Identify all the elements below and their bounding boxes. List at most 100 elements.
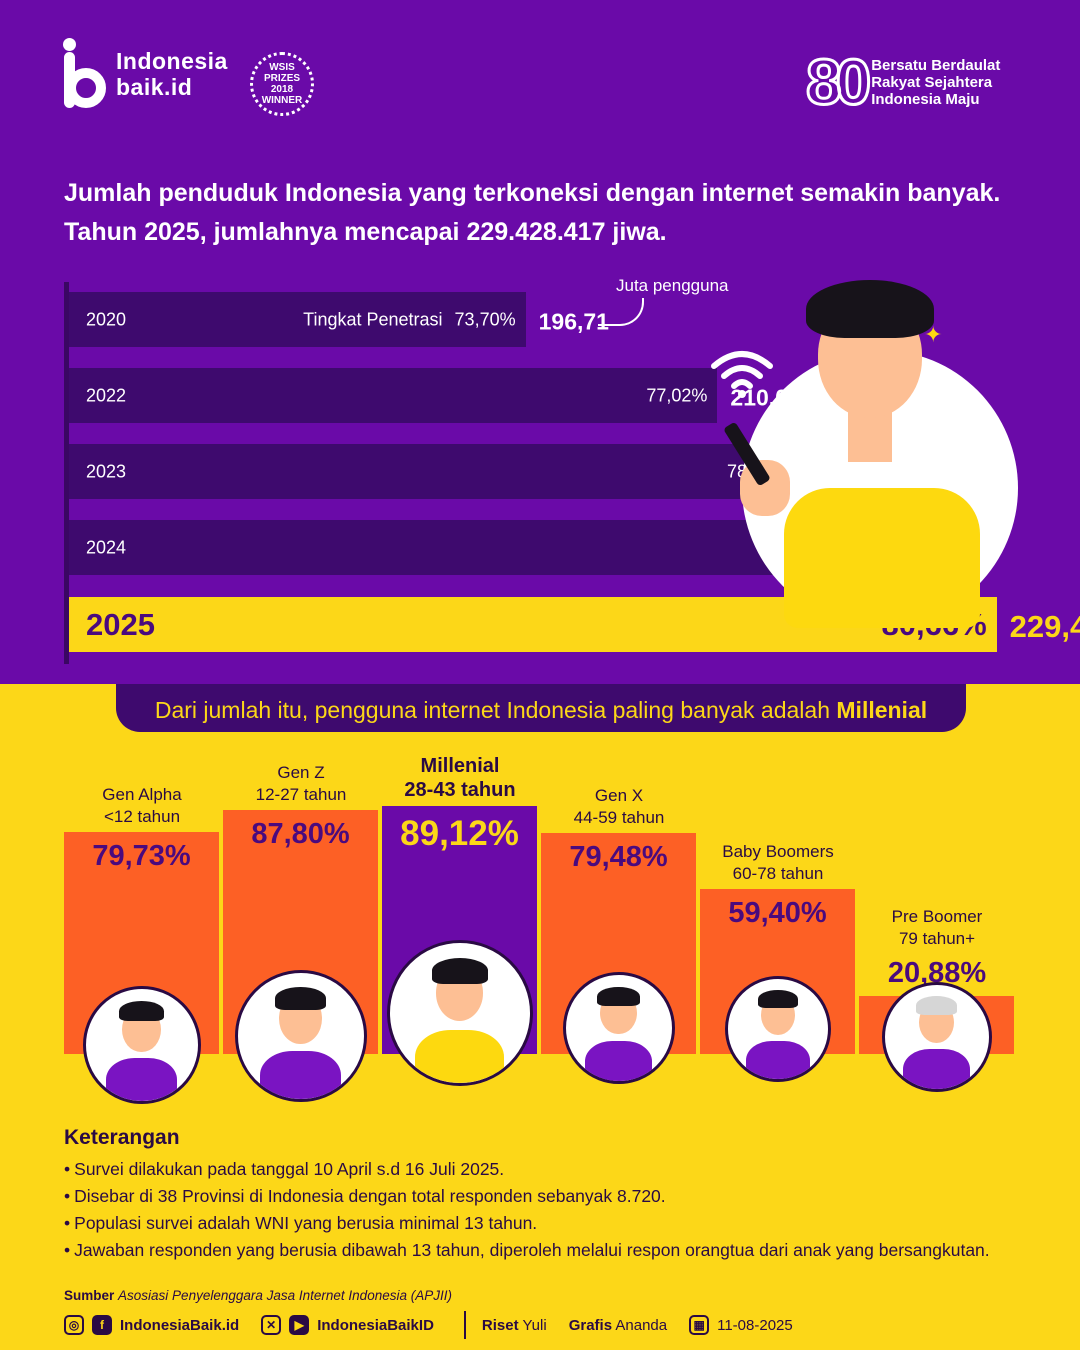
- footer-date: 11-08-2025: [717, 1316, 793, 1334]
- anniversary-line2: Rakyat Sejahtera: [871, 73, 993, 91]
- avatar-body: [903, 1049, 970, 1089]
- headline-line2: Tahun 2025, jumlahnya mencapai 229.428.4…: [64, 218, 667, 246]
- brand-line1: Indonesia: [116, 48, 228, 74]
- subtitle-text: Dari jumlah itu, pengguna internet Indon…: [154, 697, 837, 723]
- note-item: Jawaban responden yang berusia dibawah 1…: [64, 1237, 1054, 1264]
- social-handle-1[interactable]: IndonesiaBaik.id: [120, 1316, 240, 1334]
- hero-neck: [848, 410, 892, 462]
- facebook-icon[interactable]: f: [92, 1315, 112, 1335]
- generation-range: 28-43 tahun: [404, 779, 516, 802]
- award-line3: 2018: [270, 84, 294, 95]
- hero-illustration: ✦: [700, 270, 1040, 640]
- youtube-icon[interactable]: ▶: [289, 1315, 310, 1335]
- generation-label: Gen X 44-59 tahun: [541, 785, 697, 829]
- calendar-icon: ▦: [689, 1315, 710, 1335]
- avatar-hair: [119, 1001, 164, 1022]
- value-label: 59,40%: [728, 896, 827, 929]
- sparkle-icon: ✦: [924, 322, 943, 347]
- year-label: 2022: [86, 385, 127, 405]
- headline-line1: Jumlah penduduk Indonesia yang terkoneks…: [64, 179, 1001, 207]
- source: Sumber Asosiasi Penyelenggara Jasa Inter…: [64, 1288, 452, 1303]
- generation-name: Baby Boomers: [722, 841, 834, 861]
- bar-2023: 202378,19%: [69, 444, 799, 499]
- footer-divider: [463, 1311, 466, 1339]
- avatar-hair: [431, 958, 488, 984]
- award-badge: WSIS PRIZES 2018 WINNER: [250, 52, 314, 116]
- avatar-body: [105, 1058, 178, 1101]
- subtitle-banner: Dari jumlah itu, pengguna internet Indon…: [116, 684, 966, 732]
- generation-range: 60-78 tahun: [732, 863, 824, 883]
- notes-title: Keterangan: [64, 1126, 180, 1149]
- anniversary-line1: Bersatu Berdaulat: [871, 56, 1001, 74]
- year-label: 2023: [86, 461, 127, 481]
- bar-2020: 2020 Tingkat Penetrasi 73,70%: [69, 292, 526, 347]
- generation-range: 44-59 tahun: [573, 808, 665, 828]
- avatar-illustration: [724, 976, 831, 1082]
- instagram-icon[interactable]: ◎: [64, 1315, 84, 1335]
- award-line4: WINNER: [261, 95, 303, 106]
- value-label: 196,71: [538, 308, 609, 335]
- unit-label: Juta pengguna: [616, 276, 729, 295]
- bar-2022: 2022 77,02%: [69, 368, 718, 423]
- anniversary-badge: 80 Bersatu Berdaulat Rakyat Sejahtera In…: [804, 46, 1001, 118]
- riset-credit: Riset Yuli: [482, 1317, 547, 1334]
- source-label: Sumber: [64, 1288, 115, 1303]
- generation-label: Pre Boomer 79 tahun+ 20,88%: [859, 906, 1015, 992]
- riset-name: Yuli: [522, 1316, 547, 1334]
- avatar-body: [260, 1051, 341, 1099]
- avatar-body: [584, 1040, 653, 1081]
- bar-axis: [64, 282, 69, 664]
- headline: Jumlah penduduk Indonesia yang terkoneks…: [64, 174, 1024, 252]
- laurel-icon: [250, 52, 314, 116]
- generation-name: Pre Boomer: [891, 906, 983, 926]
- hero-shirt: [784, 488, 980, 628]
- avatar-hair: [597, 986, 640, 1006]
- penetration-label: Tingkat Penetrasi 73,70%: [303, 309, 516, 329]
- avatar-illustration: [562, 972, 675, 1084]
- award-line1: WSIS: [269, 62, 295, 73]
- grafis-credit: Grafis Ananda: [569, 1317, 667, 1334]
- note-item: Populasi survei adalah WNI yang berusia …: [64, 1210, 1054, 1237]
- avatar-illustration: [881, 982, 992, 1092]
- grafis-name: Ananda: [615, 1316, 668, 1334]
- note-item: Disebar di 38 Provinsi di Indonesia deng…: [64, 1183, 1054, 1210]
- avatar-body: [414, 1029, 505, 1083]
- avatar-illustration: [234, 970, 367, 1102]
- generation-range: <12 tahun: [103, 807, 181, 827]
- avatar-body: [745, 1041, 810, 1079]
- avatar-illustration: [82, 986, 201, 1104]
- x-icon[interactable]: ✕: [261, 1315, 282, 1335]
- award-line2: PRIZES: [263, 73, 301, 84]
- notes: Keterangan Survei dilakukan pada tanggal…: [64, 1126, 1054, 1264]
- note-item: Survei dilakukan pada tanggal 10 April s…: [64, 1156, 1054, 1183]
- footer: ◎ f IndonesiaBaik.id ✕ ▶ IndonesiaBaikID…: [64, 1311, 793, 1339]
- penetration-label: 77,02%: [646, 385, 708, 405]
- generation-label: Baby Boomers 60-78 tahun: [700, 841, 856, 885]
- brand-mark-icon: [62, 38, 108, 110]
- brand-line2: baik.id: [116, 74, 193, 100]
- avatar-illustration: [386, 940, 533, 1086]
- anniversary-line3: Indonesia Maju: [871, 90, 980, 108]
- grafis-label: Grafis: [568, 1316, 613, 1334]
- social-handle-2[interactable]: IndonesiaBaikID: [317, 1316, 434, 1334]
- value-label: 87,80%: [251, 817, 350, 850]
- avatar-hair: [915, 996, 958, 1016]
- brand-logo[interactable]: Indonesia baik.id: [62, 38, 228, 110]
- wifi-icon: [711, 351, 773, 398]
- generation-label: Gen Z 12-27 tahun: [223, 762, 379, 806]
- anniversary-number: 80: [804, 46, 872, 118]
- generation-name: Gen X: [594, 786, 644, 806]
- generation-name: Gen Alpha: [102, 785, 182, 805]
- penetration-caption: Tingkat Penetrasi: [303, 309, 443, 329]
- subtitle-bold: Millenial: [836, 697, 928, 723]
- value-label: 89,12%: [400, 814, 519, 854]
- generation-range: 79 tahun+: [898, 928, 976, 948]
- generation-name: Millenial: [420, 755, 500, 778]
- value-label: 79,48%: [569, 841, 668, 874]
- source-text: Asosiasi Penyelenggara Jasa Internet Ind…: [118, 1288, 452, 1303]
- year-label: 2020: [86, 309, 127, 329]
- year-label: 2025: [86, 606, 155, 642]
- generation-label: Millenial 28-43 tahun: [382, 754, 538, 802]
- generation-name: Gen Z: [277, 762, 325, 782]
- riset-label: Riset: [481, 1316, 519, 1334]
